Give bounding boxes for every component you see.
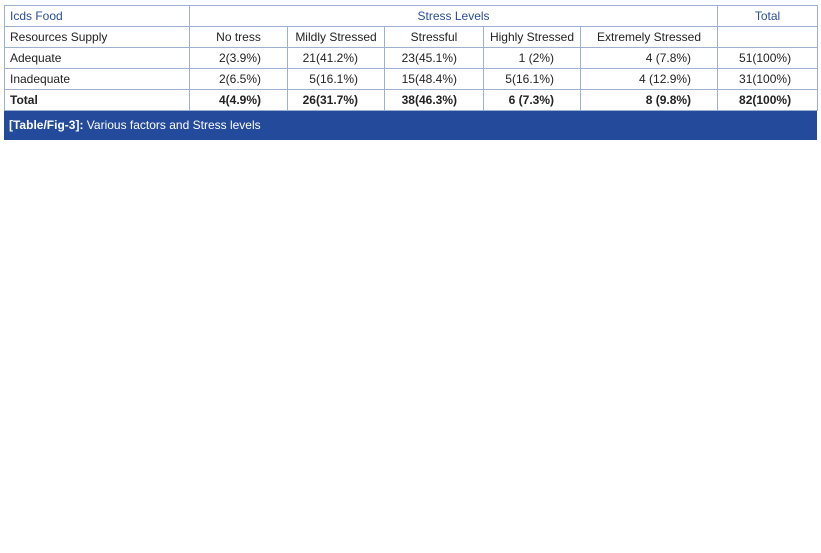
table-figure: Icds Food Stress Levels Total Resources Sup… <box>4 5 819 140</box>
header-cell: Stress Levels <box>188 5 719 27</box>
data-cell: 8 (9.8%) <box>579 89 719 111</box>
row-label: Adequate <box>4 47 190 69</box>
row-label: Total <box>4 89 190 111</box>
column-header: Highly Stressed <box>483 26 581 48</box>
data-cell: 1 (2%) <box>483 47 581 69</box>
data-cell: 51(100%) <box>717 47 819 69</box>
data-cell: 31(100%) <box>717 68 819 90</box>
data-cell: 21(41.2%) <box>287 47 385 69</box>
row-label: Inadequate <box>4 68 190 90</box>
header-cell: Icds Food <box>4 5 190 27</box>
data-cell: 4 (7.8%) <box>579 47 719 69</box>
data-cell: 23(45.1%) <box>384 47 484 69</box>
column-header: Stressful <box>384 26 484 48</box>
column-row: Resources Supply No tress Mildly Stressed S… <box>4 26 819 48</box>
header-row: Icds Food Stress Levels Total <box>4 5 819 27</box>
caption-text: Various factors and Stress levels <box>86 118 261 132</box>
caption: [Table/Fig-3]: Various factors and Stres… <box>4 111 817 140</box>
data-cell: 15(48.4%) <box>384 68 484 90</box>
data-cell: 4(4.9%) <box>189 89 288 111</box>
column-header: Extremely Stressed <box>579 26 719 48</box>
empty-cell <box>717 26 819 48</box>
data-cell: 2(6.5%) <box>189 68 288 90</box>
caption-label: [Table/Fig-3]: <box>9 118 84 132</box>
data-cell: 4 (12.9%) <box>579 68 719 90</box>
column-header: Resources Supply <box>4 26 190 48</box>
data-cell: 26(31.7%) <box>287 89 385 111</box>
column-header: No tress <box>189 26 288 48</box>
data-cell: 5(16.1%) <box>483 68 581 90</box>
table: Icds Food Stress Levels Total Resources Sup… <box>4 5 819 111</box>
header-cell: Total <box>717 5 819 27</box>
data-cell: 2(3.9%) <box>189 47 288 69</box>
data-row: Adequate 2(3.9%) 21(41.2%) 23(45.1%) 1 (2%) 4… <box>4 47 819 69</box>
column-header: Mildly Stressed <box>287 26 385 48</box>
data-cell: 38(46.3%) <box>384 89 484 111</box>
data-row: Inadequate 2(6.5%) 5(16.1%) 15(48.4%) 5(16.1… <box>4 68 819 90</box>
data-row: Total 4(4.9%) 26(31.7%) 38(46.3%) 6 (7.3%) 8 … <box>4 89 819 111</box>
data-cell: 6 (7.3%) <box>483 89 581 111</box>
data-cell: 82(100%) <box>717 89 819 111</box>
data-cell: 5(16.1%) <box>287 68 385 90</box>
